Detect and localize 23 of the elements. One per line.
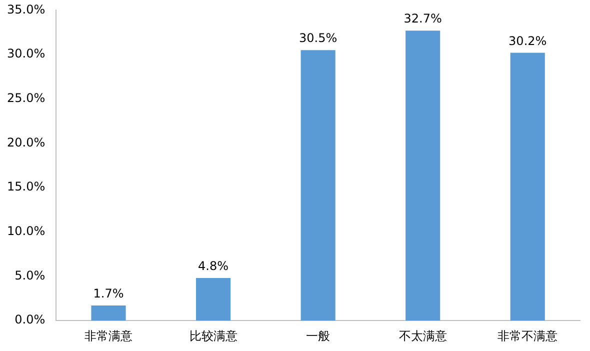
data-label: 30.2%	[508, 34, 547, 48]
y-tick-label: 0.0%	[14, 312, 46, 327]
y-tick-label: 30.0%	[6, 46, 46, 61]
data-label: 4.8%	[198, 259, 229, 274]
y-tick-label: 10.0%	[6, 224, 46, 238]
bar	[510, 52, 545, 321]
bar	[91, 306, 126, 321]
x-tick-label: 一般	[306, 328, 330, 343]
y-tick-label: 15.0%	[6, 180, 46, 194]
x-tick-label: 非常满意	[84, 328, 133, 343]
bar	[406, 30, 440, 321]
data-label: 1.7%	[93, 286, 124, 301]
x-tick-label: 不太满意	[398, 328, 447, 343]
bar	[196, 278, 231, 321]
data-label: 32.7%	[404, 12, 442, 26]
x-tick-label: 比较满意	[189, 328, 238, 343]
y-tick-label: 35.0%	[6, 2, 46, 16]
bar	[300, 50, 336, 321]
y-tick-label: 5.0%	[14, 268, 46, 282]
y-tick-label: 20.0%	[6, 135, 46, 150]
data-label: 30.5%	[299, 31, 338, 46]
x-tick-label: 非常不满意	[498, 328, 558, 343]
y-tick-label: 25.0%	[6, 91, 46, 106]
